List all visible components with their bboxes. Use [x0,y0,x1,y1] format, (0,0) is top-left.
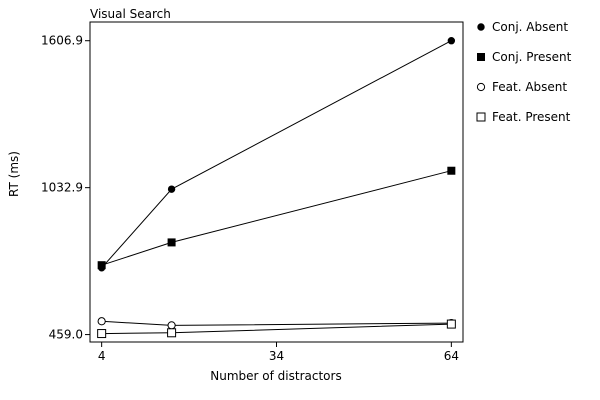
legend-marker-0 [477,23,485,31]
data-point-1-1 [167,238,176,247]
data-point-2-1 [167,321,176,330]
legend-label-1: Conj. Present [492,50,572,64]
data-point-3-0 [97,329,107,339]
legend-label-3: Feat. Present [492,110,571,124]
y-tick-label: 459.0 [49,328,83,342]
data-point-3-2 [446,319,456,329]
x-axis-label: Number of distractors [210,369,341,383]
data-point-1-2 [447,166,456,175]
y-tick-label: 1606.9 [41,34,83,48]
data-point-0-1 [167,185,176,193]
legend-label-0: Conj. Absent [492,20,568,34]
legend: Conj. Absent Conj. Present Feat. Absent Fea… [476,20,572,124]
legend-marker-2 [476,82,486,92]
data-point-1-0 [97,261,106,270]
legend-marker-1 [477,53,485,61]
data-point-2-0 [97,317,106,326]
y-axis-label: RT (ms) [7,151,21,197]
x-tick-label: 4 [98,349,106,363]
data-point-3-1 [167,328,177,338]
x-tick-label: 34 [269,349,284,363]
chart-title: Visual Search [90,7,171,21]
x-tick-label: 64 [444,349,459,363]
y-axis-ticks: 459.0 1032.9 1606.9 [41,34,90,342]
x-axis-ticks: 4 34 64 [98,342,459,363]
y-tick-label: 1032.9 [41,181,83,195]
legend-label-2: Feat. Absent [492,80,567,94]
series-markers [97,37,456,339]
data-point-0-2 [447,37,456,45]
legend-marker-3 [476,112,486,122]
